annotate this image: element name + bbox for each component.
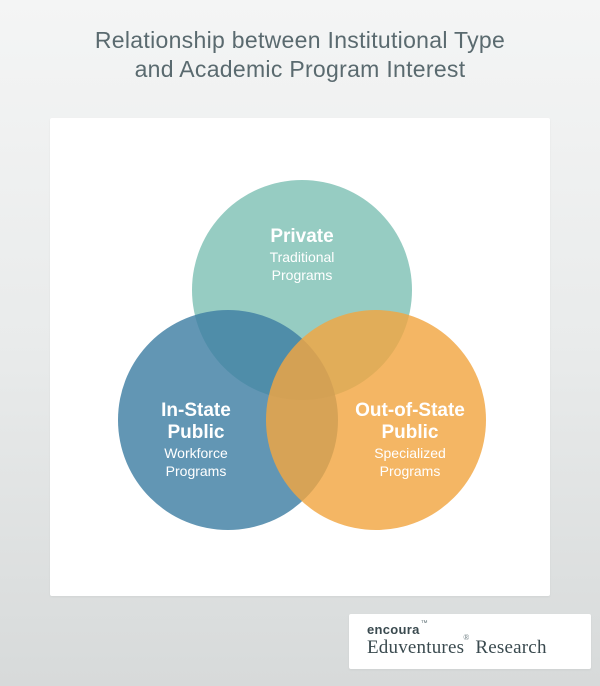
svg-text:Programs: Programs <box>272 267 333 283</box>
tm-symbol: ™ <box>421 620 428 627</box>
page-title: Relationship between Institutional Type … <box>0 0 600 85</box>
svg-text:Traditional: Traditional <box>270 249 335 265</box>
chart-card: PrivateTraditionalProgramsIn-StatePublic… <box>50 118 550 596</box>
venn-svg: PrivateTraditionalProgramsIn-StatePublic… <box>50 118 550 596</box>
svg-text:Programs: Programs <box>380 463 441 479</box>
svg-text:Private: Private <box>270 226 333 247</box>
svg-text:Specialized: Specialized <box>374 445 446 461</box>
svg-text:Programs: Programs <box>166 463 227 479</box>
svg-text:Out-of-State: Out-of-State <box>355 400 465 421</box>
footer-card: encoura™ Eduventures® Research <box>349 614 591 669</box>
title-line-1: Relationship between Institutional Type <box>95 27 505 53</box>
title-line-2: and Academic Program Interest <box>135 56 466 82</box>
svg-text:In-State: In-State <box>161 400 231 421</box>
reg-symbol: ® <box>463 633 469 642</box>
footer-brand: encoura™ <box>367 622 573 637</box>
svg-text:Public: Public <box>167 422 224 443</box>
venn-label-top: Private Traditional Programs <box>270 226 335 283</box>
venn-label-left: In-StatePublic Workforce Programs <box>161 400 231 479</box>
svg-text:Public: Public <box>381 422 438 443</box>
svg-text:Workforce: Workforce <box>164 445 228 461</box>
footer-subline: Eduventures® Research <box>367 637 573 659</box>
